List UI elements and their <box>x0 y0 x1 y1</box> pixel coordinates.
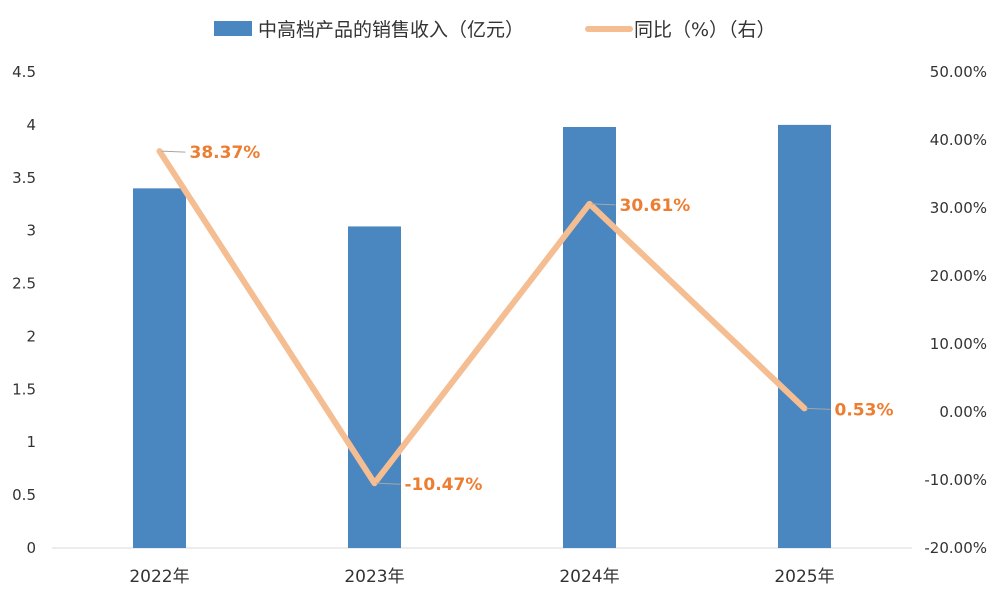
data-label: 38.37% <box>190 143 261 163</box>
right-tick-label: 40.00% <box>930 131 987 149</box>
left-tick-label: 4 <box>26 116 36 134</box>
right-tick-label: 30.00% <box>930 199 987 217</box>
leader-line <box>806 407 831 410</box>
left-tick-label: 1.5 <box>12 380 36 398</box>
right-tick-label: -20.00% <box>924 539 987 557</box>
legend-bar-swatch <box>214 21 252 36</box>
left-tick-label: 0.5 <box>12 486 36 504</box>
left-tick-label: 3.5 <box>12 169 36 187</box>
left-tick-label: 2.5 <box>12 275 36 293</box>
bar <box>348 226 401 549</box>
left-tick-label: 2 <box>26 327 36 345</box>
right-tick-label: 50.00% <box>930 63 987 81</box>
left-tick-label: 0 <box>26 539 36 557</box>
data-label: 0.53% <box>835 400 894 420</box>
bar <box>563 127 616 548</box>
bar <box>778 124 831 548</box>
category-label: 2025年 <box>774 567 834 587</box>
category-label: 2022年 <box>129 567 189 587</box>
left-tick-label: 4.5 <box>12 63 36 81</box>
bar <box>133 188 186 548</box>
line-series <box>156 148 808 487</box>
left-tick-label: 1 <box>26 433 36 451</box>
data-label: 30.61% <box>620 196 691 216</box>
right-tick-label: -10.00% <box>924 471 987 489</box>
category-labels: 2022年 2023年 2024年 2025年 <box>129 567 834 587</box>
category-label: 2023年 <box>344 567 404 587</box>
yoy-line <box>156 148 808 487</box>
right-tick-label: 0.00% <box>939 403 987 421</box>
leader-line <box>591 203 616 206</box>
leader-line <box>161 150 186 153</box>
right-axis-ticks: -20.00% -10.00% 0.00% 10.00% 20.00% 30.00% 40.… <box>924 63 987 557</box>
leader-line <box>376 482 401 485</box>
right-tick-label: 10.00% <box>930 335 987 353</box>
legend-bar-label: 中高档产品的销售收入（亿元） <box>258 19 524 41</box>
left-tick-label: 3 <box>26 222 36 240</box>
left-axis-ticks: 0 0.5 1 1.5 2 2.5 3 3.5 4 4.5 <box>12 63 36 557</box>
bar-series <box>133 124 831 549</box>
legend-line-label: 同比（%）（右） <box>634 19 776 41</box>
legend: 中高档产品的销售收入（亿元） 同比（%）（右） <box>214 19 776 41</box>
category-label: 2024年 <box>559 567 619 587</box>
right-tick-label: 20.00% <box>930 267 987 285</box>
data-label: -10.47% <box>405 475 483 495</box>
data-labels: 38.37% -10.47% 30.61% 0.53% <box>161 143 894 495</box>
